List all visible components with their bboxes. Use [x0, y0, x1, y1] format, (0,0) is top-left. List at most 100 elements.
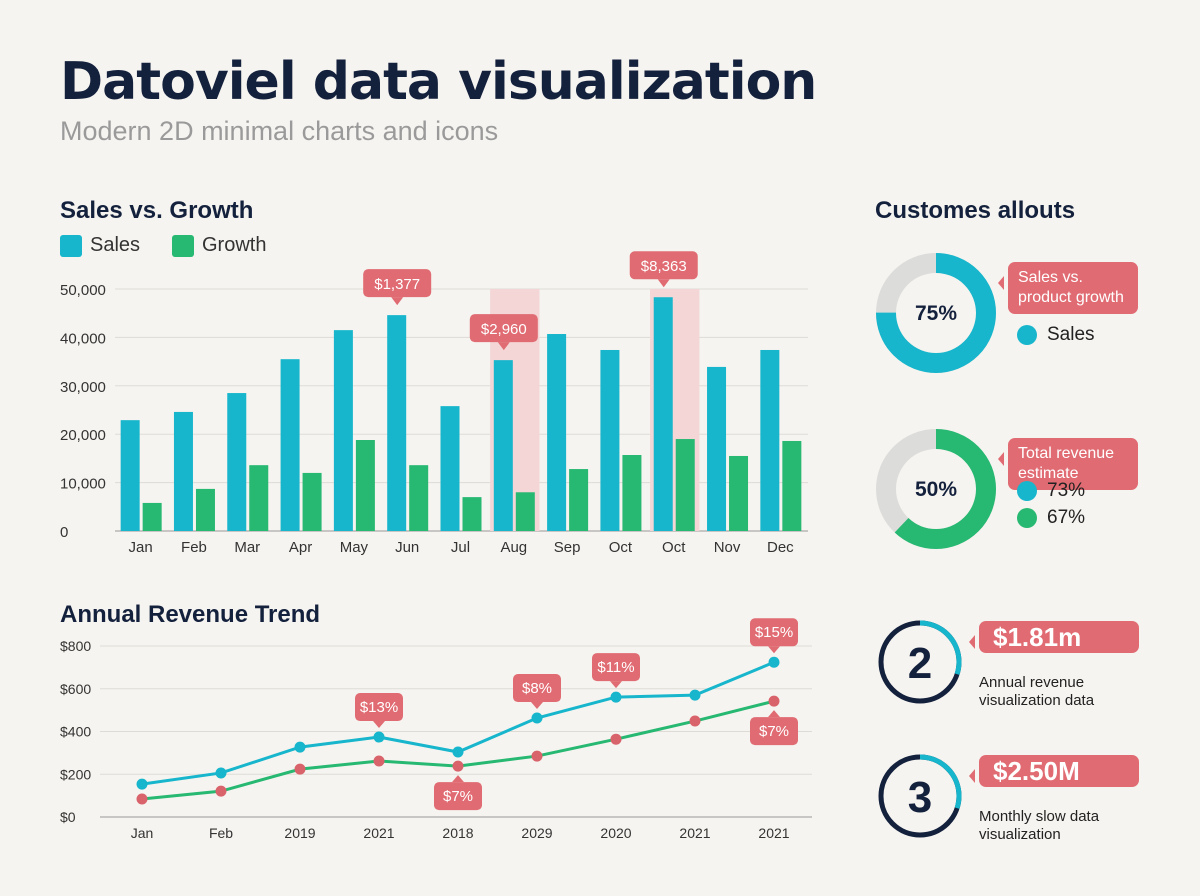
line-callout: [513, 674, 561, 703]
legend-swatch: [60, 234, 82, 257]
data-point: [136, 793, 148, 805]
line-callout-text: $7%: [759, 723, 789, 740]
donut-chart: 50%: [876, 429, 996, 549]
data-point: [373, 731, 385, 743]
x-tick-label: 2021: [758, 825, 789, 841]
line-callout-text: $11%: [597, 659, 634, 676]
bar-growth: [675, 439, 695, 531]
x-tick-label: Sep: [554, 539, 581, 556]
legend-dot: [1017, 481, 1037, 501]
bar-growth: [142, 502, 162, 531]
donut-center-label: 50%: [915, 478, 957, 501]
kpi-progress-arc: [878, 620, 962, 704]
data-point: [452, 760, 464, 772]
callout-pointer: [497, 342, 510, 351]
donut-center-label: 75%: [915, 302, 957, 325]
y-tick-label: $400: [60, 724, 91, 740]
bar-sales: [173, 411, 193, 531]
legend-label: 67%: [1047, 507, 1086, 528]
x-tick-label: 2021: [363, 825, 394, 841]
bar-growth: [462, 497, 482, 531]
data-point: [294, 741, 306, 753]
x-tick-label: Jan: [131, 825, 154, 841]
legend-label: Sales: [1047, 324, 1095, 345]
x-tick-label: Mar: [234, 539, 260, 556]
donut-arc: [876, 253, 996, 373]
bar-sales: [493, 360, 513, 531]
data-point: [136, 778, 148, 790]
line-callout-text: $8%: [522, 680, 552, 697]
data-point: [215, 785, 227, 797]
line-callout: [750, 717, 798, 746]
bar-callout: [629, 251, 698, 280]
y-tick-label: 50,000: [60, 282, 106, 299]
line-callout: [592, 653, 640, 682]
x-tick-label: Oct: [609, 539, 633, 556]
line-chart: $0 $200 $400 $600 $800 Jan Feb 2019 2021 2018 2029…: [60, 618, 812, 841]
donut-1: 50%: [875, 428, 997, 555]
bar-growth: [729, 455, 749, 531]
bar-sales: [653, 297, 673, 531]
bar-sales: [280, 359, 300, 531]
donut-legend-item: Sales: [1017, 324, 1095, 346]
legend-label: 73%: [1047, 480, 1086, 501]
callout-pointer: [768, 646, 780, 654]
callout-pointer: [452, 775, 464, 783]
y-tick-label: 0: [60, 524, 68, 541]
data-point: [689, 689, 701, 701]
page-title: Datoviel data visualization: [60, 52, 817, 112]
bar-sales: [387, 315, 407, 531]
x-tick-label: Jun: [395, 539, 419, 556]
donut-0: 75%: [875, 252, 997, 379]
kpi-progress-arc: [878, 754, 962, 838]
legend-sales: Sales: [60, 234, 140, 257]
callout-pointer: [657, 279, 670, 288]
x-tick-label: Jan: [129, 539, 153, 556]
callout-pointer: [768, 710, 780, 718]
line-callout: [750, 618, 798, 647]
line-callout-text: $13%: [360, 699, 398, 716]
bar-sales: [707, 366, 727, 531]
data-point: [768, 695, 780, 707]
kpi-card: 2: [876, 618, 964, 711]
bar-sales: [600, 349, 620, 531]
line-callout-text: $7%: [443, 788, 473, 805]
donut-arc: [876, 429, 996, 549]
bar-sales: [440, 406, 460, 531]
line-chart-title: Annual Revenue Trend: [60, 601, 321, 628]
bar-sales: [333, 330, 353, 531]
legend-swatch: [172, 234, 194, 257]
data-point: [215, 767, 227, 779]
data-point: [768, 656, 780, 668]
data-point: [294, 763, 306, 775]
bar-callout: [469, 314, 538, 343]
kpi-description: Monthly slow data visualization: [979, 808, 1100, 843]
legend-label: Growth: [202, 234, 267, 256]
bar-growth: [302, 472, 322, 531]
x-tick-label: 2018: [442, 825, 473, 841]
callout-pointer: [531, 702, 543, 710]
data-point: [373, 755, 385, 767]
x-tick-label: Dec: [767, 539, 794, 556]
bar-callout: [363, 269, 432, 298]
bar-growth: [249, 465, 269, 531]
bar-chart-title: Sales vs. Growth: [60, 197, 254, 224]
y-tick-label: $600: [60, 681, 91, 697]
x-tick-label: Nov: [714, 539, 741, 556]
kpi-number: 3: [908, 773, 932, 822]
x-tick-label: Aug: [500, 539, 527, 556]
kpi-card: 3: [876, 752, 964, 845]
legend-label: Sales: [90, 234, 141, 256]
x-tick-label: Jul: [451, 539, 470, 556]
donut-section-title: Customes allouts: [875, 197, 1076, 224]
bar-sales: [227, 393, 247, 531]
x-tick-label: 2021: [679, 825, 710, 841]
x-tick-label: 2020: [600, 825, 631, 841]
line-callout-text: $15%: [755, 624, 793, 641]
data-point: [531, 750, 543, 762]
kpi-number: 2: [908, 639, 932, 688]
y-tick-label: 30,000: [60, 379, 106, 396]
kpi-value: $2.50M: [969, 755, 1139, 787]
y-tick-label: 10,000: [60, 476, 106, 493]
donut-callout: Sales vs. product growth: [998, 262, 1138, 314]
